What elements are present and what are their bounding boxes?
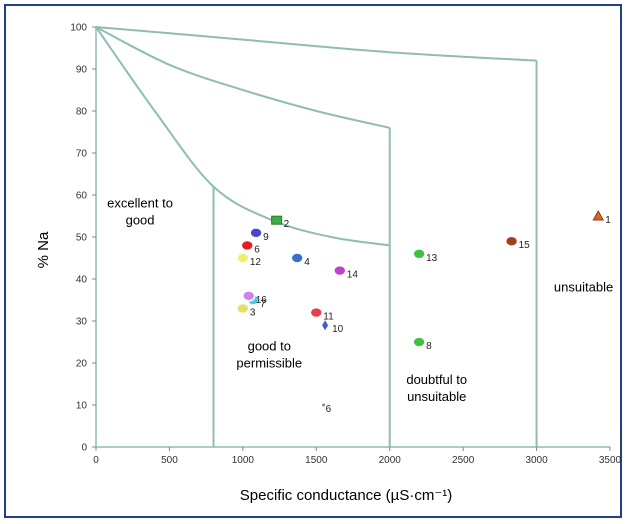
- sample-point: [504, 235, 519, 247]
- classification-boundaries: [95, 26, 538, 447]
- sample-point: [322, 403, 326, 407]
- point-label: 11: [323, 312, 334, 323]
- point-label: 13: [426, 253, 438, 264]
- y-axis-ticks: 0 10 20 30 40 50 60 70 80 90 100: [70, 23, 96, 454]
- x-tick-label: 2500: [452, 455, 475, 466]
- boundary-line: [95, 26, 390, 129]
- y-tick-label: 80: [76, 107, 88, 118]
- region-label-line: excellent to: [107, 196, 173, 211]
- region-label: good to permissible: [236, 338, 302, 370]
- region-label-line: unsuitable: [407, 389, 466, 404]
- y-tick-label: 0: [81, 443, 87, 454]
- point-label: 14: [347, 270, 359, 281]
- sample-point: [240, 239, 255, 252]
- sample-point: [332, 264, 347, 277]
- sample-point: [412, 336, 426, 348]
- x-tick-label: 500: [161, 455, 178, 466]
- y-tick-label: 90: [76, 65, 88, 76]
- sample-point: [236, 252, 250, 264]
- point-label: 6: [254, 244, 260, 255]
- sample-point: [322, 320, 329, 331]
- region-label-line: good: [126, 213, 155, 228]
- boundary-line: [95, 26, 537, 62]
- point-label: 7: [260, 299, 266, 310]
- x-axis-title: Specific conductance (µS·cm⁻¹): [240, 487, 452, 504]
- y-tick-label: 20: [76, 359, 88, 370]
- x-tick-label: 1500: [305, 455, 328, 466]
- point-label: 4: [304, 257, 310, 268]
- x-tick-label: 2000: [379, 455, 402, 466]
- point-label: 6: [326, 404, 332, 415]
- sample-point: [249, 227, 263, 239]
- x-tick-label: 3000: [525, 455, 548, 466]
- x-tick-label: 3500: [599, 455, 622, 466]
- region-label-line: doubtful to: [406, 372, 467, 387]
- region-label-line: good to: [248, 338, 291, 353]
- point-label: 3: [250, 307, 256, 318]
- y-axis-title: % Na: [35, 231, 52, 268]
- boundary-line: [95, 26, 390, 247]
- region-label: excellent to good: [107, 196, 173, 228]
- sample-point: [412, 248, 426, 260]
- sample-point: [236, 302, 250, 315]
- point-label: 2: [284, 219, 290, 230]
- axes: [95, 27, 610, 448]
- x-tick-label: 0: [93, 455, 99, 466]
- region-labels: excellent to good good to permissible doubtf…: [107, 196, 613, 404]
- figure-frame: [4, 4, 622, 518]
- y-tick-label: 30: [76, 317, 88, 328]
- point-label: 9: [263, 232, 269, 243]
- region-label: unsuitable: [554, 280, 613, 295]
- x-tick-label: 1000: [232, 455, 255, 466]
- y-tick-label: 40: [76, 275, 88, 286]
- point-label: 12: [250, 257, 262, 268]
- point-label: 15: [519, 240, 531, 251]
- x-axis-ticks: 0 500 1000 1500 2000 2500 3000 3500: [93, 447, 622, 466]
- region-label: doubtful to unsuitable: [406, 372, 467, 404]
- y-tick-label: 50: [76, 233, 88, 244]
- region-label-line: unsuitable: [554, 280, 613, 295]
- y-tick-label: 100: [70, 23, 87, 34]
- point-label: 1: [605, 215, 611, 226]
- point-label: 10: [332, 324, 344, 335]
- y-tick-label: 60: [76, 191, 88, 202]
- sample-point: [592, 209, 605, 221]
- point-label: 8: [426, 341, 432, 352]
- sample-point: [290, 252, 304, 264]
- y-tick-label: 70: [76, 149, 88, 160]
- region-label-line: permissible: [236, 355, 302, 370]
- sample-point: [271, 215, 283, 225]
- y-tick-label: 10: [76, 401, 88, 412]
- sample-point: [241, 289, 256, 302]
- sample-point: [309, 306, 324, 319]
- point-label: 16: [256, 295, 268, 306]
